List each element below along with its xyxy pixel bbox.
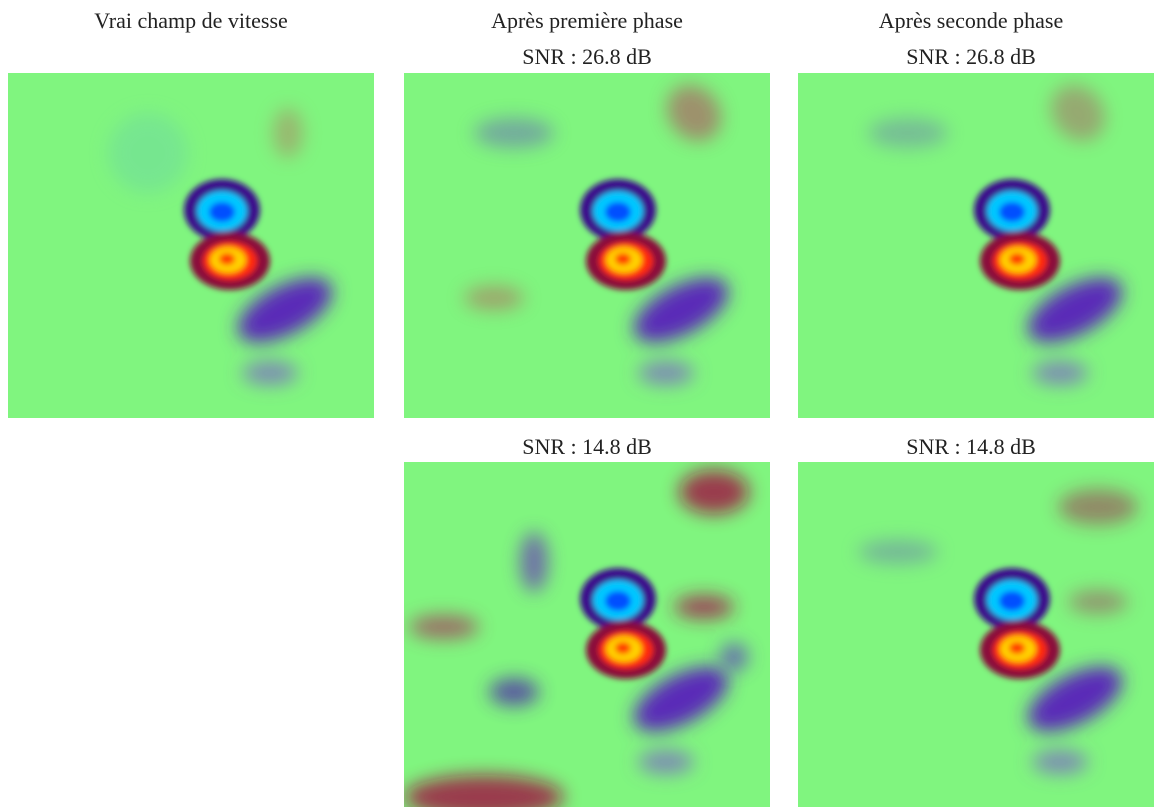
velocity-field-image (798, 462, 1154, 807)
velocity-field-image (8, 73, 374, 418)
panel-subtitle: SNR : 26.8 dB (906, 44, 1036, 69)
velocity-field-image (404, 73, 770, 418)
panel-title: Après seconde phase (878, 8, 1064, 33)
panel-title: Vrai champ de vitesse (94, 8, 288, 33)
velocity-field-image (798, 73, 1154, 418)
panel-subtitle: SNR : 14.8 dB (906, 434, 1036, 459)
velocity-field-image (404, 462, 770, 807)
panel-subtitle: SNR : 14.8 dB (522, 434, 652, 459)
panel-subtitle: SNR : 26.8 dB (522, 44, 652, 69)
panel-title: Après première phase (491, 8, 683, 33)
